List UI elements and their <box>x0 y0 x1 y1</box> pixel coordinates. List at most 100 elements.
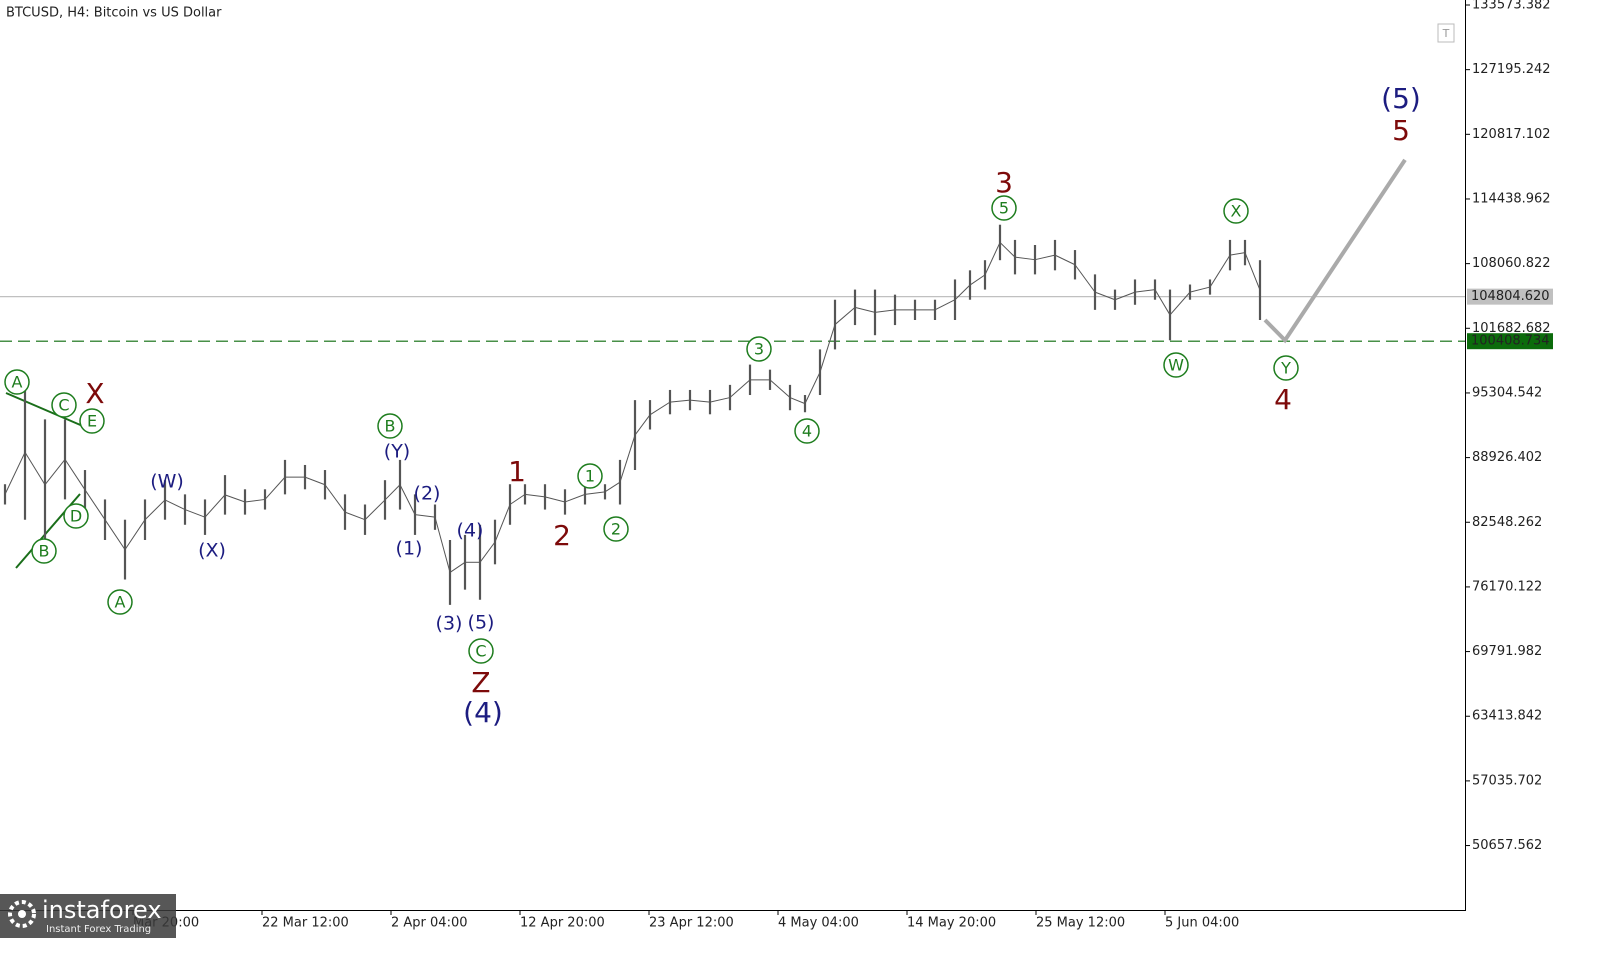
price-connector <box>204 494 226 518</box>
price-label-bg <box>1467 333 1553 350</box>
toolbar-button-icon: T <box>1442 27 1450 40</box>
price-connector <box>509 493 526 505</box>
wave-label: (W) <box>150 471 184 493</box>
price-connector <box>984 242 1001 276</box>
y-tick-label: 50657.562 <box>1472 838 1542 853</box>
y-tick-label: 127195.242 <box>1472 62 1551 77</box>
wave-label: (4) <box>457 520 484 542</box>
price-connector <box>264 476 286 500</box>
price-connector <box>669 399 691 403</box>
wave-label: 1 <box>508 455 526 488</box>
price-connector <box>1244 252 1261 291</box>
price-connector <box>479 541 496 563</box>
y-tick-label: 63413.842 <box>1472 709 1542 724</box>
price-connector <box>434 517 451 573</box>
price-connector <box>304 476 326 486</box>
x-tick-label: 14 May 20:00 <box>907 916 996 931</box>
y-tick-label: 76170.122 <box>1472 579 1542 594</box>
y-tick-label: 69791.982 <box>1472 644 1542 659</box>
price-connector <box>834 306 856 325</box>
wave-circle <box>1163 352 1189 378</box>
wave-circle <box>1273 355 1299 381</box>
price-connector <box>244 498 266 503</box>
price-connector <box>324 484 346 513</box>
x-tick-label: 2 Apr 04:00 <box>391 916 468 931</box>
wave-label: C <box>475 642 486 661</box>
x-tick-label: 22 Mar 12:00 <box>262 916 349 931</box>
wave-circle <box>991 195 1017 221</box>
wave-circle <box>746 336 772 362</box>
toolbar-button[interactable] <box>1437 23 1455 43</box>
y-tick-label: 114438.962 <box>1472 191 1551 206</box>
wave-circle <box>4 369 30 395</box>
price-connector <box>604 481 621 493</box>
price-connector <box>104 519 126 550</box>
wave-label: 3 <box>995 166 1013 199</box>
y-tick-label: 133573.382 <box>1472 0 1551 13</box>
price-connector <box>1054 254 1076 266</box>
price-connector <box>414 514 436 518</box>
price-connector <box>1074 264 1096 293</box>
x-tick-label: 4 May 04:00 <box>778 916 859 931</box>
price-connector <box>364 499 386 521</box>
price-connector <box>1114 291 1136 301</box>
price-connector <box>399 484 416 515</box>
price-connector <box>874 309 896 313</box>
wave-label: (Y) <box>384 441 410 463</box>
wave-label: 4 <box>802 422 812 441</box>
wave-label: (3) <box>436 613 463 635</box>
price-connector <box>1229 252 1246 256</box>
wave-label: W <box>1168 356 1184 375</box>
wave-circle <box>63 503 89 529</box>
price-connector <box>689 399 711 403</box>
wave-circle <box>107 589 133 615</box>
price-connector <box>564 493 586 503</box>
logo: instaforex Instant Forex Trading <box>0 894 176 938</box>
price-connector <box>1189 286 1211 293</box>
price-connector <box>999 242 1016 258</box>
price-connector <box>84 489 106 520</box>
logo-icon <box>8 900 36 928</box>
wave-label: Z <box>471 666 490 699</box>
price-connector <box>649 401 671 416</box>
price-label-bg <box>1467 288 1553 305</box>
wave-circle <box>51 392 77 418</box>
price-connector <box>449 561 466 573</box>
logo-tagline: Instant Forex Trading <box>46 924 151 935</box>
price-connector <box>44 459 66 486</box>
price-connector <box>1034 254 1056 261</box>
wave-label: 5 <box>1392 114 1410 147</box>
x-tick-label: 5 Jun 04:00 <box>1165 916 1239 931</box>
logo-icon <box>18 910 26 918</box>
wave-label: C <box>58 396 69 415</box>
price-connector <box>224 494 246 503</box>
price-connector <box>384 484 401 501</box>
price-connector <box>24 452 46 485</box>
price-connector <box>1014 256 1036 261</box>
price-connector <box>969 274 986 286</box>
wave-label: A <box>115 593 126 612</box>
x-tick-label: 25 May 12:00 <box>1036 916 1125 931</box>
price-connector <box>4 452 26 495</box>
wave-label: D <box>70 507 82 526</box>
price-connector <box>1094 291 1116 301</box>
price-connector <box>1169 291 1191 316</box>
price-connector <box>524 493 546 498</box>
price-connector <box>64 459 86 491</box>
y-tick-label: 101682.682 <box>1472 321 1551 336</box>
wave-label: B <box>39 542 50 561</box>
wave-label: (1) <box>396 538 423 560</box>
y-tick-label: 88926.402 <box>1472 450 1542 465</box>
wave-circle <box>31 538 57 564</box>
price-label: 104804.620 <box>1471 289 1550 304</box>
price-connector <box>819 324 836 373</box>
price-connector <box>124 519 146 550</box>
y-tick-label: 120817.102 <box>1472 127 1551 142</box>
wave-label: 2 <box>553 519 571 552</box>
price-connector <box>164 499 186 511</box>
wave-label: 1 <box>585 467 595 486</box>
wave-label: E <box>87 412 97 431</box>
wave-circle <box>577 463 603 489</box>
